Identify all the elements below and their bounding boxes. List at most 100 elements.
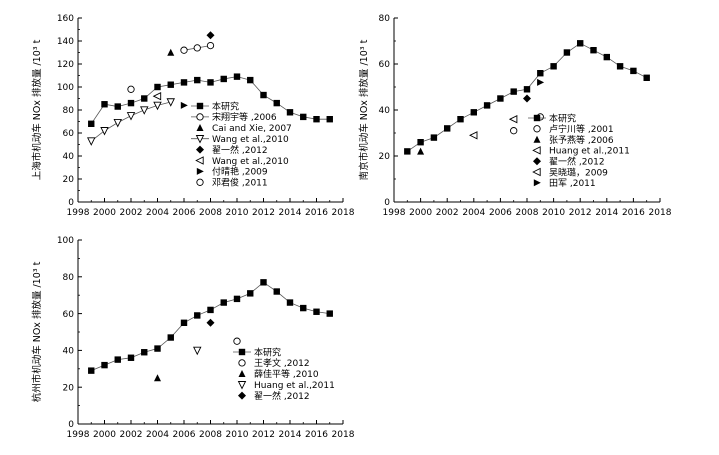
legend-label: 翟一然 ,2012: [212, 144, 268, 156]
x-tick-label: 2004: [462, 208, 485, 218]
data-point: [313, 116, 320, 123]
chart-panel-hangzhou: 1998 2000 2002 2004 2006 2008 2010 2012 2014 2016…: [31, 236, 355, 440]
data-point: [430, 134, 438, 141]
x-tick-label: 2002: [120, 208, 143, 218]
x-tick-label: 2018: [332, 208, 355, 218]
x-tick-label: 2000: [93, 430, 116, 440]
data-point: [206, 318, 215, 327]
data-point: [260, 91, 267, 99]
data-point: [523, 94, 531, 103]
legend-marker: [238, 359, 246, 367]
y-tick-label: 20: [379, 152, 391, 162]
data-point: [180, 46, 188, 54]
data-point: [616, 63, 624, 70]
data-point: [100, 127, 109, 136]
data-point: [194, 312, 201, 319]
legend-marker: [196, 102, 204, 110]
legend-marker: [195, 135, 205, 144]
y-tick-label: 80: [63, 106, 75, 116]
data-point: [510, 88, 517, 95]
series-0: [404, 40, 650, 155]
x-tick-label: 2008: [199, 430, 222, 440]
data-point: [153, 101, 162, 111]
legend-label: 翟一然 ,2012: [549, 156, 605, 168]
data-point: [417, 147, 425, 155]
x-tick-label: 2006: [173, 430, 196, 440]
data-point: [286, 299, 294, 306]
legend-marker: [532, 146, 541, 155]
data-point: [180, 79, 188, 86]
data-point: [313, 308, 320, 315]
x-tick-label: 2004: [146, 208, 169, 218]
series-3: [468, 114, 518, 140]
data-point: [483, 102, 491, 109]
data-point: [166, 98, 175, 107]
legend-marker: [533, 157, 541, 166]
y-tick-label: 140: [57, 37, 74, 47]
data-point: [233, 337, 241, 345]
legend-label: 付晴艳 ,2009: [212, 166, 268, 178]
data-point: [88, 367, 95, 374]
data-point: [140, 106, 149, 115]
x-tick-label: 2014: [595, 208, 618, 218]
legend-marker: [238, 370, 246, 377]
series-1: [233, 337, 241, 345]
x-tick-label: 2008: [199, 208, 222, 218]
data-point: [88, 120, 95, 127]
data-point: [537, 70, 544, 77]
x-tick-label: 1998: [67, 430, 90, 440]
legend-label: 本研究: [254, 346, 281, 358]
y-tick-label: 120: [57, 60, 74, 70]
x-tick-label: 2010: [226, 430, 249, 440]
series-2: [154, 374, 161, 382]
y-tick-label: 60: [63, 310, 75, 320]
x-tick-label: 1998: [383, 208, 406, 218]
legend-label: 本研究: [212, 100, 239, 112]
legend-marker: [196, 113, 204, 121]
data-point: [247, 76, 254, 84]
data-point: [470, 109, 477, 116]
chart-panel-shanghai: 1998 2000 2002 2004 2006 2008 2010 2012 2014 2016…: [31, 14, 355, 218]
series-6: [537, 78, 545, 86]
legend-marker: [533, 135, 541, 143]
y-tick-label: 20: [63, 175, 75, 185]
series-2: [417, 147, 425, 155]
y-axis-label: 上海市机动车 NOx 排放量 /10³ t: [31, 39, 43, 180]
data-point: [643, 74, 650, 81]
data-point: [550, 63, 557, 70]
series-4: [206, 318, 215, 327]
legend-marker: [533, 179, 541, 187]
data-point: [468, 131, 478, 140]
series-6: [180, 101, 188, 109]
legend-label: 本研究: [549, 112, 576, 124]
y-tick-label: 0: [384, 198, 390, 208]
legend-label: Wang et al.,2010: [212, 157, 289, 167]
data-point: [193, 44, 201, 52]
data-point: [563, 49, 571, 56]
data-point: [523, 86, 531, 93]
x-tick-label: 2000: [409, 208, 432, 218]
y-tick-label: 0: [68, 420, 74, 430]
series-7: [127, 85, 135, 93]
x-tick-label: 2002: [120, 430, 143, 440]
series-1: [180, 41, 215, 54]
data-point: [154, 83, 161, 91]
data-point: [497, 95, 504, 102]
x-tick-label: 2014: [279, 208, 302, 218]
chart-panel-nanjing: 1998 2000 2002 2004 2006 2008 2010 2012 2014 2016…: [358, 14, 672, 218]
legend-marker: [238, 391, 246, 400]
x-tick-label: 2002: [436, 208, 459, 218]
data-point: [141, 349, 148, 356]
y-axis-label: 南京市机动车 NOx 排放量 /10³ t: [358, 39, 370, 180]
legend-marker: [533, 125, 541, 133]
series-line: [91, 101, 171, 142]
legend-label: 王孝文 ,2012: [254, 357, 310, 369]
data-point: [152, 91, 162, 101]
data-point: [87, 137, 96, 146]
legend-label: 邓君俊 ,2011: [212, 177, 268, 189]
data-point: [286, 109, 294, 116]
data-point: [326, 116, 333, 123]
data-point: [114, 103, 121, 110]
data-point: [154, 374, 161, 382]
